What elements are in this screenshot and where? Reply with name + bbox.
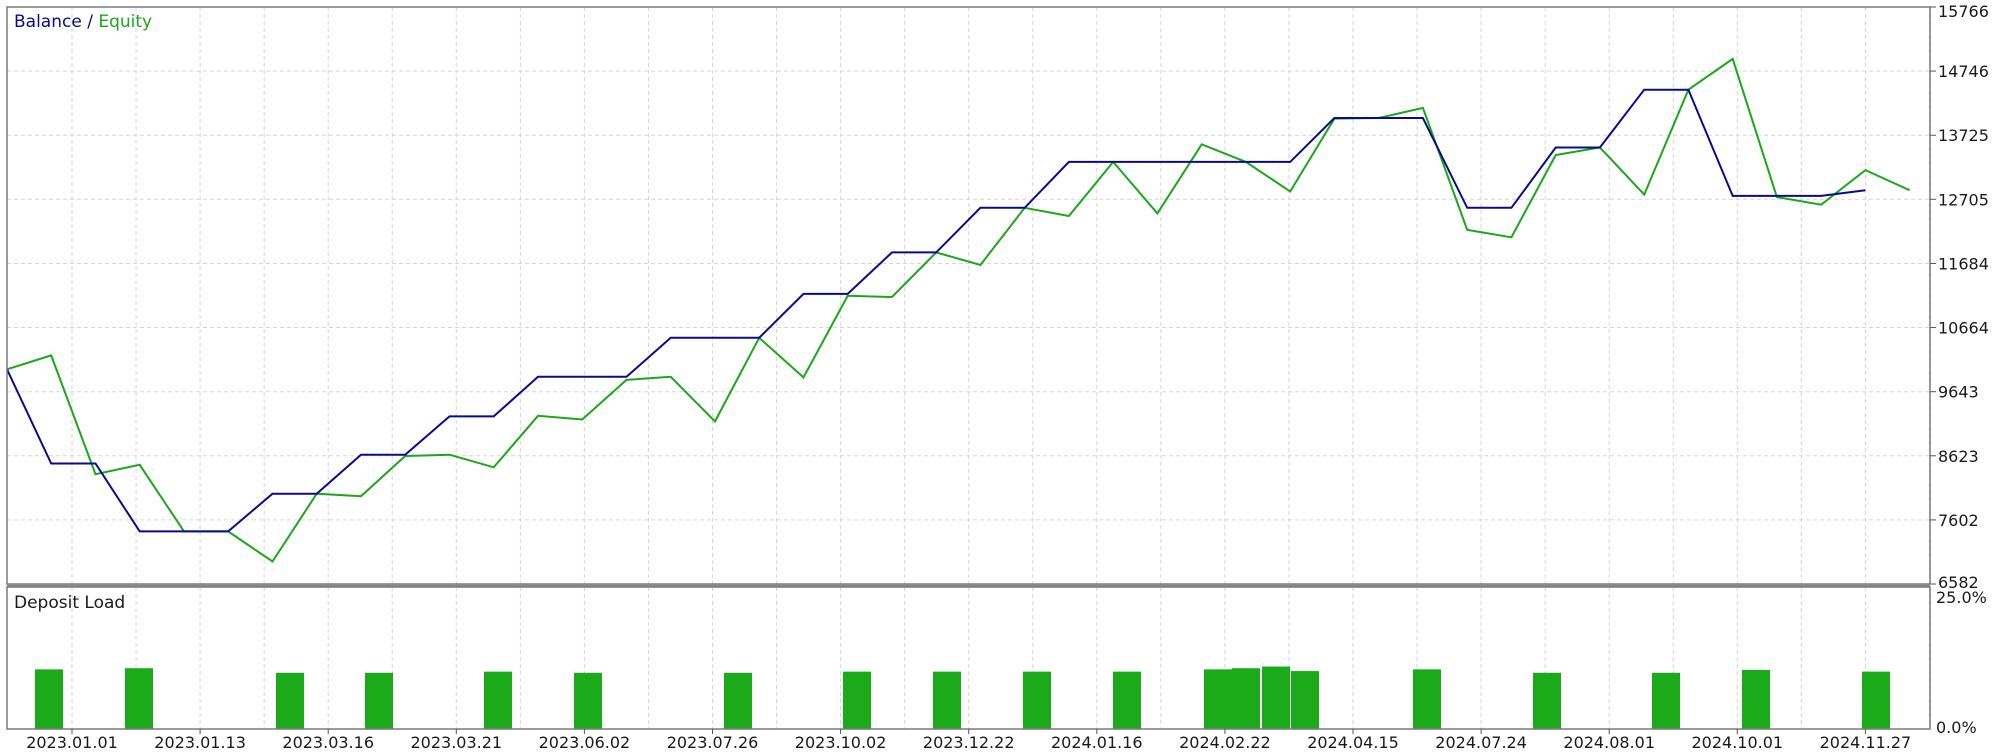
deposit-load-bar bbox=[1862, 671, 1890, 729]
y-tick-label: 10664 bbox=[1938, 319, 1989, 338]
deposit-load-bar bbox=[1113, 671, 1141, 729]
deposit-load-bar bbox=[1232, 668, 1260, 729]
equity-line bbox=[6, 57, 1911, 563]
y-tick-label: 9643 bbox=[1938, 383, 1979, 402]
y-tick-label: 14746 bbox=[1938, 62, 1989, 81]
deposit-load-bar bbox=[35, 669, 63, 729]
y-tick-label: 15766 bbox=[1938, 2, 1989, 21]
deposit-load-bars bbox=[35, 666, 1890, 729]
x-tick-label: 2023.07.26 bbox=[667, 733, 759, 752]
deposit-load-bar bbox=[1291, 671, 1319, 729]
x-tick-label: 2024.11.27 bbox=[1820, 733, 1912, 752]
deposit-load-bar bbox=[1533, 672, 1561, 729]
deposit-load-bar bbox=[933, 671, 961, 729]
y-tick-label: 12705 bbox=[1938, 190, 1989, 209]
x-tick-label: 2024.08.01 bbox=[1563, 733, 1655, 752]
x-tick-label: 2024.10.01 bbox=[1691, 733, 1783, 752]
x-tick-label: 2024.02.22 bbox=[1179, 733, 1271, 752]
y-tick-label: 7602 bbox=[1938, 511, 1979, 530]
x-tick-label: 2023.01.01 bbox=[26, 733, 118, 752]
x-tick-label: 2023.03.21 bbox=[410, 733, 502, 752]
deposit-load-y-axis: 25.0% 0.0% bbox=[1936, 588, 1987, 737]
deposit-load-bar bbox=[1652, 672, 1680, 729]
legend-separator: / bbox=[82, 12, 99, 32]
deposit-load-bar bbox=[1204, 669, 1232, 729]
x-axis: 2023.01.01 2023.01.13 2023.03.16 2023.03.21… bbox=[26, 729, 1911, 752]
deposit-load-y-tick-label: 0.0% bbox=[1936, 718, 1977, 737]
deposit-load-bar bbox=[125, 668, 153, 729]
x-tick-label: 2024.01.16 bbox=[1051, 733, 1143, 752]
x-tick-label: 2024.04.15 bbox=[1307, 733, 1399, 752]
deposit-load-grid bbox=[71, 587, 1930, 729]
legend-equity: Equity bbox=[98, 12, 152, 32]
deposit-load-y-tick-label: 25.0% bbox=[1936, 588, 1987, 607]
y-tick-label: 11684 bbox=[1938, 254, 1989, 273]
y-tick-label: 8623 bbox=[1938, 447, 1979, 466]
legend-balance: Balance bbox=[14, 12, 82, 32]
deposit-load-bar bbox=[1262, 666, 1290, 729]
deposit-load-bar bbox=[574, 672, 602, 729]
y-tick-label: 6582 bbox=[1938, 573, 1979, 592]
deposit-load-bar bbox=[365, 672, 393, 729]
deposit-load-bar bbox=[1023, 671, 1051, 729]
deposit-load-title: Deposit Load bbox=[14, 593, 125, 613]
y-tick-label: 13725 bbox=[1938, 126, 1989, 145]
main-series bbox=[6, 57, 1911, 563]
deposit-load-bar bbox=[843, 671, 871, 729]
x-tick-label: 2023.06.02 bbox=[539, 733, 631, 752]
x-tick-label: 2023.12.22 bbox=[923, 733, 1015, 752]
panel-separator bbox=[7, 584, 1930, 587]
deposit-load-bar bbox=[1413, 669, 1441, 729]
x-tick-label: 2023.03.16 bbox=[282, 733, 374, 752]
legend: Balance / Equity bbox=[14, 12, 152, 32]
main-y-axis: 15766 14746 13725 12705 11684 10664 9643 8623 76… bbox=[1930, 2, 1989, 592]
x-tick-label: 2024.07.24 bbox=[1435, 733, 1527, 752]
deposit-load-bar bbox=[724, 672, 752, 729]
balance-line bbox=[6, 88, 1866, 533]
x-tick-label: 2023.01.13 bbox=[154, 733, 246, 752]
deposit-load-bar bbox=[484, 671, 512, 729]
deposit-load-bar bbox=[1742, 669, 1770, 729]
deposit-load-bar bbox=[276, 672, 304, 729]
x-tick-label: 2023.10.02 bbox=[795, 733, 887, 752]
